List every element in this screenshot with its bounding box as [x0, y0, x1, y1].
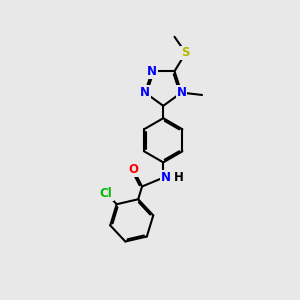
Text: Cl: Cl — [100, 187, 112, 200]
Text: N: N — [147, 65, 157, 78]
Text: S: S — [182, 46, 190, 59]
Text: N: N — [176, 86, 187, 99]
Text: O: O — [128, 163, 138, 176]
Text: N: N — [161, 171, 171, 184]
Text: N: N — [140, 86, 150, 99]
Text: H: H — [174, 171, 184, 184]
